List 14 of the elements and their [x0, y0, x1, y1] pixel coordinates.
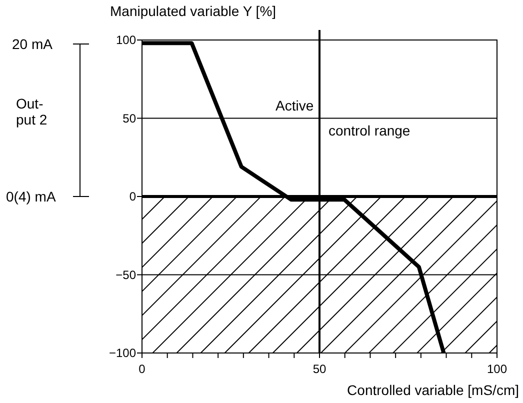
text: 20 mA — [12, 36, 54, 52]
text: Active control range — [276, 97, 410, 138]
x-tick-label: 100 — [486, 362, 508, 376]
text: Out- put 2 — [16, 95, 48, 128]
x-tick-label: 50 — [312, 362, 326, 376]
y-tick-label: −50 — [116, 268, 136, 282]
y-tick-label: 100 — [116, 33, 136, 47]
y-tick-label: 0 — [129, 190, 136, 204]
x-axis-title: Controlled variable [mS/cm] — [347, 382, 519, 398]
text: 0(4) mA — [6, 188, 56, 204]
x-tick-label: 0 — [138, 362, 146, 376]
y-axis-title: Manipulated variable Y [%] — [110, 3, 276, 19]
y-tick-label: 50 — [122, 111, 136, 126]
y-tick-label: −100 — [108, 346, 136, 360]
